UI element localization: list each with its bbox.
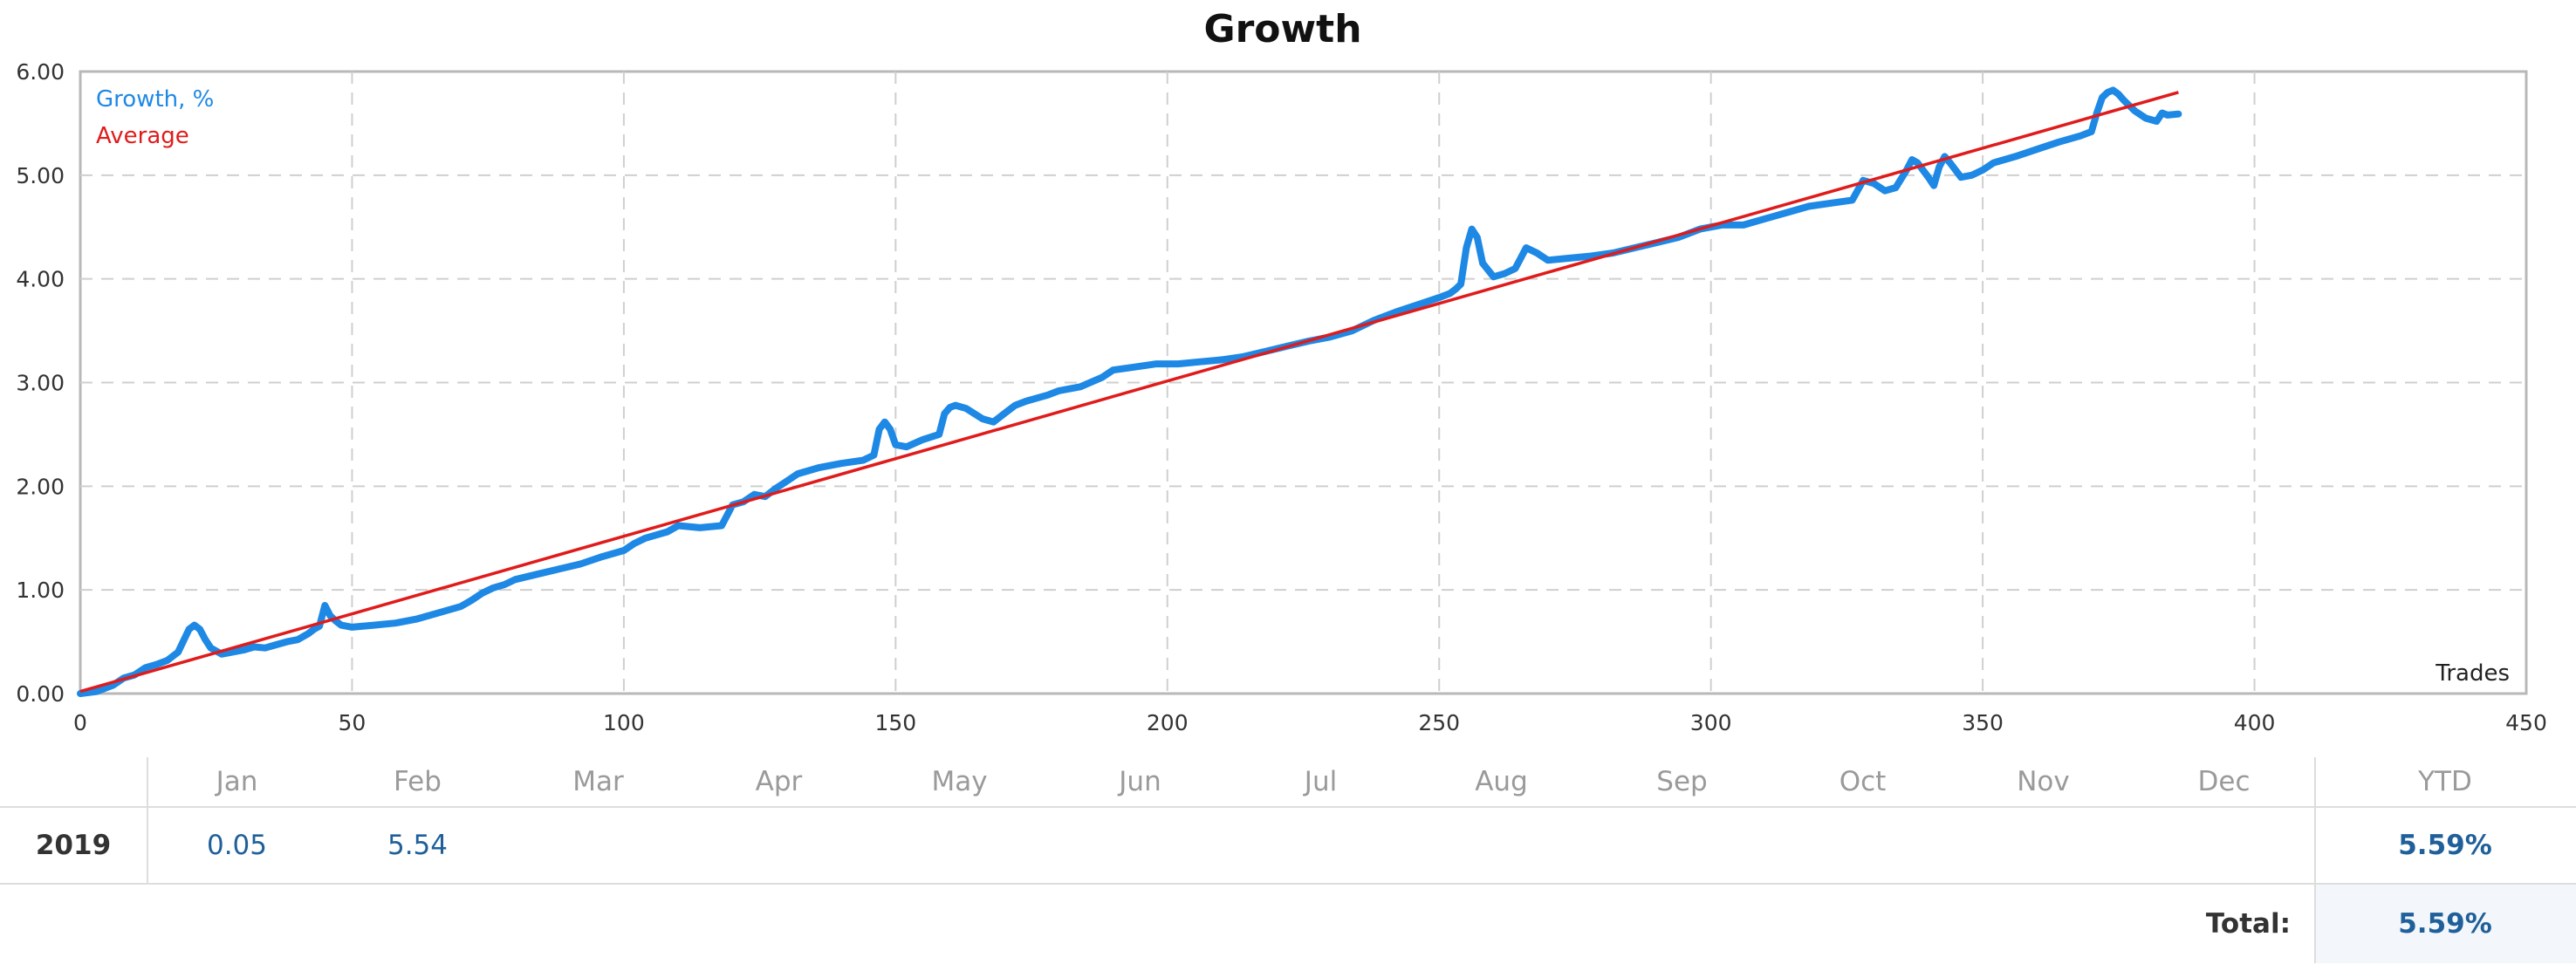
x-tick-label: 450 [2505, 710, 2547, 735]
y-tick-label: 2.00 [16, 474, 65, 499]
x-tick-label: 150 [874, 710, 916, 735]
month-header: Sep [1656, 766, 1708, 797]
chart-title: Growth [1203, 7, 1361, 51]
table-header-row: Jan Feb Mar Apr May Jun Jul Aug Sep Oct Nov Dec YTD [0, 757, 2576, 806]
row-divider [0, 883, 2576, 885]
year-column-divider [147, 757, 148, 883]
x-tick-label: 200 [1147, 710, 1189, 735]
y-tick-label: 0.00 [16, 681, 65, 707]
month-header: Jul [1304, 766, 1338, 797]
x-tick-label: 400 [2234, 710, 2276, 735]
ytd-column-divider [2314, 757, 2316, 963]
average-series-line [79, 91, 2179, 694]
year-label: 2019 [35, 830, 112, 861]
x-tick-label: 250 [1418, 710, 1460, 735]
total-background [2316, 885, 2576, 963]
x-axis-label: Trades [2435, 660, 2510, 687]
month-header: Dec [2197, 766, 2251, 797]
y-tick-label: 3.00 [16, 371, 65, 396]
y-tick-label: 4.00 [16, 267, 65, 292]
monthly-returns-table: Jan Feb Mar Apr May Jun Jul Aug Sep Oct Nov Dec YTD … [0, 757, 2576, 971]
month-header: May [931, 766, 988, 797]
y-tick-label: 5.00 [16, 163, 65, 188]
legend-entry: Growth, % [96, 86, 214, 113]
x-axis-ticks: 0 50 100 150 200 250 300 350 400 450 [73, 710, 2547, 735]
y-tick-label: 1.00 [16, 578, 65, 603]
month-header: Mar [572, 766, 624, 797]
x-tick-label: 100 [603, 710, 645, 735]
month-header: Apr [755, 766, 803, 797]
legend-entry: Average [96, 123, 189, 149]
growth-chart: Growth 0.00 1.00 2.00 3.00 4.00 5.00 6.00 0 50 1… [16, 7, 2547, 735]
y-tick-label: 6.00 [16, 59, 65, 85]
month-value: 0.05 [206, 830, 268, 861]
x-tick-label: 50 [339, 710, 367, 735]
ytd-header: YTD [2418, 766, 2472, 797]
y-axis-ticks: 0.00 1.00 2.00 3.00 4.00 5.00 6.00 [16, 59, 65, 707]
total-row: Total: 5.59% [0, 885, 2576, 963]
month-header: Nov [2017, 766, 2070, 797]
total-label: Total: [2205, 908, 2291, 940]
header-divider [0, 806, 2576, 808]
month-header: Jan [216, 766, 258, 797]
month-header: Oct [1839, 766, 1887, 797]
series-group [77, 86, 2182, 697]
month-header: Aug [1475, 766, 1528, 797]
month-value: 5.54 [387, 830, 449, 861]
month-header: Jun [1119, 766, 1161, 797]
legend: Growth, % Average [96, 86, 214, 149]
x-tick-label: 0 [73, 710, 87, 735]
x-tick-label: 350 [1962, 710, 2004, 735]
total-value: 5.59% [2398, 908, 2492, 940]
month-header: Feb [394, 766, 442, 797]
ytd-value: 5.59% [2398, 830, 2492, 861]
x-tick-label: 300 [1690, 710, 1732, 735]
table-row: 2019 0.05 5.54 5.59% [0, 808, 2576, 883]
